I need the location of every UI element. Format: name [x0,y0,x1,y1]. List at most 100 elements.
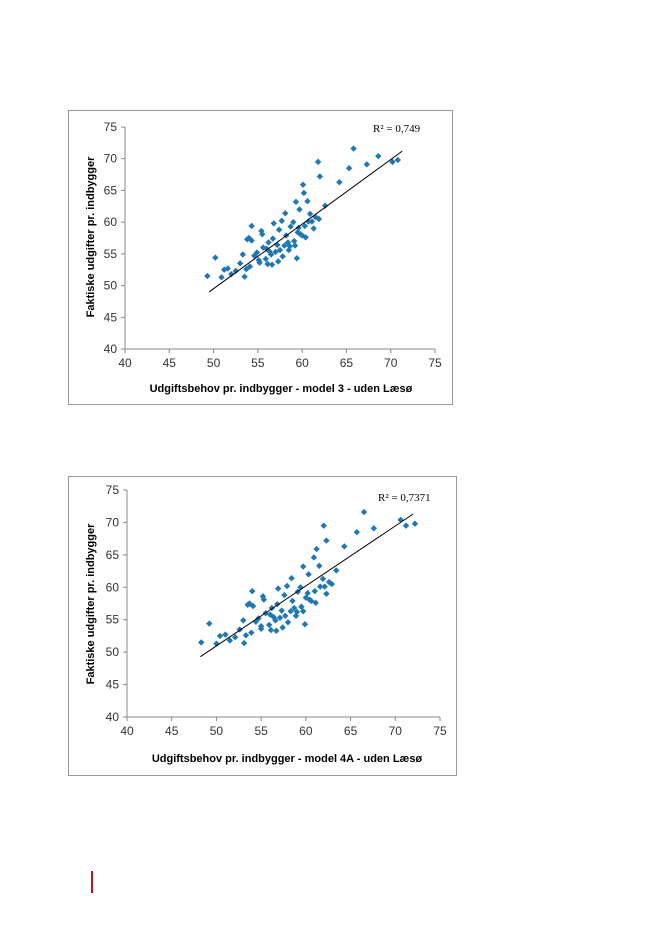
data-point [259,593,267,600]
data-point [242,632,250,639]
x-tick-label: 60 [299,724,313,738]
data-point [264,260,271,268]
data-point [232,634,239,641]
data-point [279,624,286,631]
y-tick-label: 75 [104,120,118,134]
x-tick-label: 45 [163,356,177,370]
data-point [248,629,255,636]
data-point [263,245,270,252]
data-point [284,239,292,246]
y-tick-label: 45 [106,678,120,692]
data-point [302,234,309,241]
data-point [241,273,248,280]
x-tick-label: 75 [433,724,447,738]
y-tick-label: 60 [106,580,120,594]
data-point [279,253,286,260]
data-point [328,580,335,588]
data-point [394,156,401,164]
data-point [310,225,317,232]
data-point [323,590,330,597]
data-point [256,259,263,266]
y-tick-label: 50 [106,645,120,659]
trend-line [200,513,414,658]
data-point [411,520,419,527]
data-point [304,198,311,205]
data-point [288,575,295,582]
data-point [276,246,284,254]
data-point [275,226,283,233]
y-tick-label: 65 [104,183,118,197]
scatter-chart-model-4a: Udgiftsbehov pr. indbygger - model 4A - … [68,476,457,776]
data-point [313,545,320,553]
r-squared-label: R² = 0,749 [373,123,421,135]
data-point [204,272,211,280]
data-point [249,587,256,595]
y-axis-title: Faktiske udgifter pr. indbygger [85,156,97,317]
data-point [240,639,248,647]
data-point [218,274,225,281]
data-point [268,261,276,268]
x-tick-label: 55 [251,356,265,370]
x-tick-label: 65 [344,724,358,738]
r-squared-label: R² = 0,7371 [378,492,431,504]
data-point [278,607,285,614]
data-point [310,554,318,561]
data-point [284,619,292,626]
data-point [273,627,280,634]
data-point [292,198,300,206]
page-margin-marker [91,871,93,893]
x-tick-label: 60 [295,356,309,370]
data-point [259,230,266,238]
data-point [353,528,361,536]
data-point [321,583,328,590]
chart-svg-model-3: Udgiftsbehov pr. indbygger - model 3 - u… [85,120,442,395]
data-point [239,251,246,258]
data-point [253,249,261,256]
data-point [270,220,277,227]
data-point [283,582,291,590]
y-axis-title: Faktiske udgifter pr. indbygger [85,523,97,684]
y-tick-label: 65 [106,548,120,562]
data-point [311,587,318,595]
data-point [301,222,308,230]
data-point [315,215,323,223]
data-point [402,522,410,529]
data-point [278,217,285,225]
y-tick-label: 70 [106,515,120,529]
scatter-chart-model-3: Udgiftsbehov pr. indbygger - model 3 - u… [68,110,453,405]
data-point [306,210,314,218]
data-point [301,621,309,628]
data-point [305,218,312,225]
y-tick-label: 50 [104,279,118,293]
data-point [212,254,219,261]
data-point [293,255,301,262]
y-tick-label: 40 [104,342,118,356]
x-tick-label: 70 [384,356,398,370]
y-tick-label: 45 [104,310,118,324]
data-point [294,229,301,236]
data-point [314,158,322,166]
data-point [248,222,255,230]
data-point [245,234,253,242]
data-point [198,639,205,646]
data-point [345,165,353,172]
x-tick-label: 55 [254,724,268,738]
y-tick-label: 70 [104,152,118,166]
data-point [316,562,323,570]
data-point [286,243,293,250]
y-tick-label: 55 [104,247,118,261]
data-point [265,621,273,629]
data-point [375,152,382,160]
data-point [274,600,281,608]
data-point [397,516,404,524]
x-tick-label: 40 [120,724,134,738]
data-point [206,620,213,627]
y-tick-label: 55 [106,613,120,627]
chart-svg-model-4a: Udgiftsbehov pr. indbygger - model 4A - … [85,483,447,765]
data-point [262,255,270,263]
data-point [290,237,298,245]
data-point [282,210,289,217]
x-axis-title: Udgiftsbehov pr. indbygger - model 3 - u… [150,383,413,395]
data-point [289,597,296,605]
x-tick-label: 40 [118,356,132,370]
